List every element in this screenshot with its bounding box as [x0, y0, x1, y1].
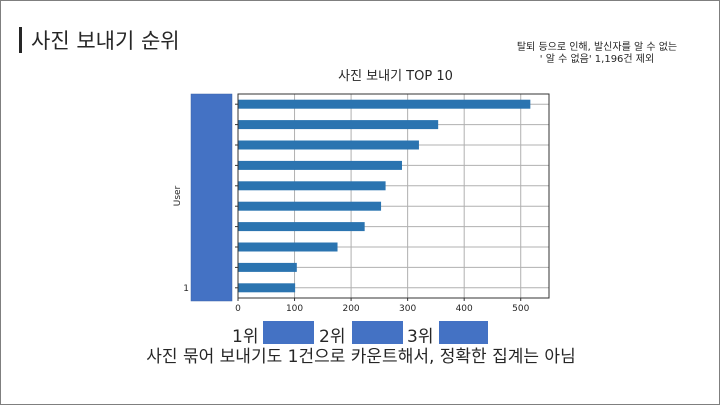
bar: [238, 222, 365, 232]
title-accent-bar: [19, 27, 22, 53]
bar: [238, 283, 296, 293]
exclusion-note-line1: 탈퇴 등으로 인해, 발신자를 알 수 없는: [516, 42, 678, 53]
x-tick-label: 200: [342, 304, 359, 314]
bar: [238, 181, 386, 191]
bar: [238, 242, 338, 252]
x-tick-label: 300: [399, 304, 416, 314]
rank-2-label: 2위: [319, 327, 346, 347]
rank-3-redaction: [439, 321, 488, 344]
slide-title: 사진 보내기 순위: [31, 29, 180, 53]
footer-note: 사진 묶어 보내기도 1건으로 카운트해서, 정확한 집계는 아님: [146, 347, 576, 367]
category-labels-redaction: [190, 93, 233, 302]
x-tick-label: 100: [286, 304, 303, 314]
rank-1-label: 1위: [232, 327, 259, 347]
bar: [238, 160, 402, 170]
rank-2-redaction: [352, 321, 403, 344]
exclusion-note: 탈퇴 등으로 인해, 발신자를 알 수 없는 ' 알 수 없음' 1,196건 …: [497, 42, 697, 66]
x-tick-label: 500: [512, 304, 529, 314]
bar: [238, 99, 531, 109]
y-axis-label: User: [173, 185, 183, 206]
chart-title: 사진 보내기 TOP 10: [338, 69, 453, 84]
x-tick-label: 400: [456, 304, 473, 314]
y-tick-label-fragment: 1: [183, 284, 189, 294]
rank-3-label: 3위: [407, 327, 434, 347]
bar: [238, 201, 382, 211]
exclusion-note-line2: ' 알 수 없음' 1,196건 제외: [539, 54, 655, 65]
bar: [238, 140, 419, 150]
rank-row: 1위 2위 3위: [1, 319, 720, 347]
bar: [238, 262, 297, 272]
bar: [238, 120, 439, 130]
x-tick-label: 0: [235, 304, 241, 314]
plot-frame: [237, 93, 550, 299]
rank-1-redaction: [263, 321, 314, 344]
